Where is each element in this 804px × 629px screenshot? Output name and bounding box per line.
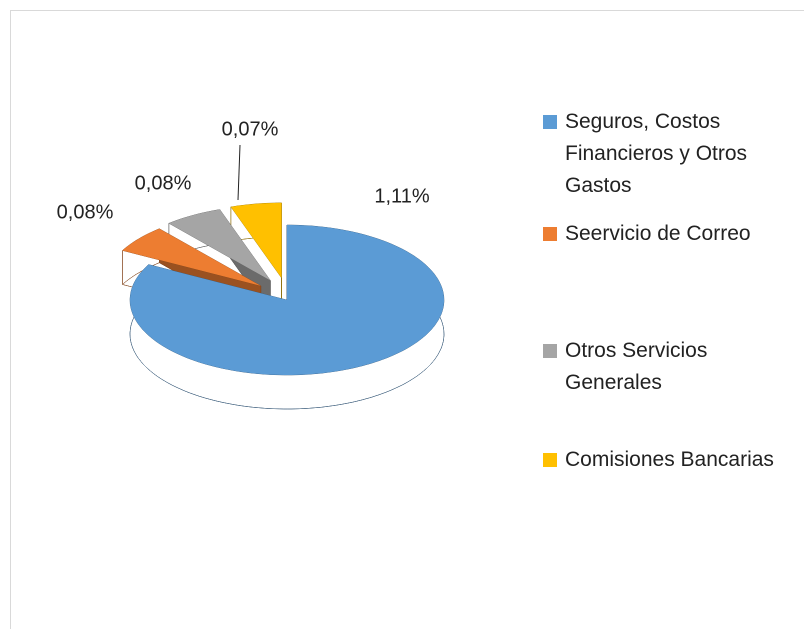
legend-swatch [543,344,557,358]
legend-entry: Seervicio de Correo [543,218,801,250]
slice [168,209,271,281]
data-label: 0,07% [222,118,279,140]
legend-swatch [543,115,557,129]
slice [230,202,282,278]
legend-label: Seervicio de Correo [565,222,751,245]
legend-entry: Comisiones Bancarias [543,444,801,476]
data-label: 1,11% [374,185,429,207]
data-label: 0,08% [57,201,114,223]
legend-label: Comisiones Bancarias [565,448,774,471]
legend-label: Seguros, Costos Financieros y Otros Gast… [565,110,748,197]
legend-swatch [543,227,557,241]
chart-frame [10,10,804,629]
leader-line [237,144,241,201]
slice [130,225,444,375]
legend-swatch [543,453,557,467]
legend-entry: Otros Servicios Generales [543,335,801,399]
data-label: 0,08% [135,172,192,194]
legend-label: Otros Servicios Generales [565,339,708,394]
legend-entry: Seguros, Costos Financieros y Otros Gast… [543,106,801,202]
slice [122,228,261,286]
